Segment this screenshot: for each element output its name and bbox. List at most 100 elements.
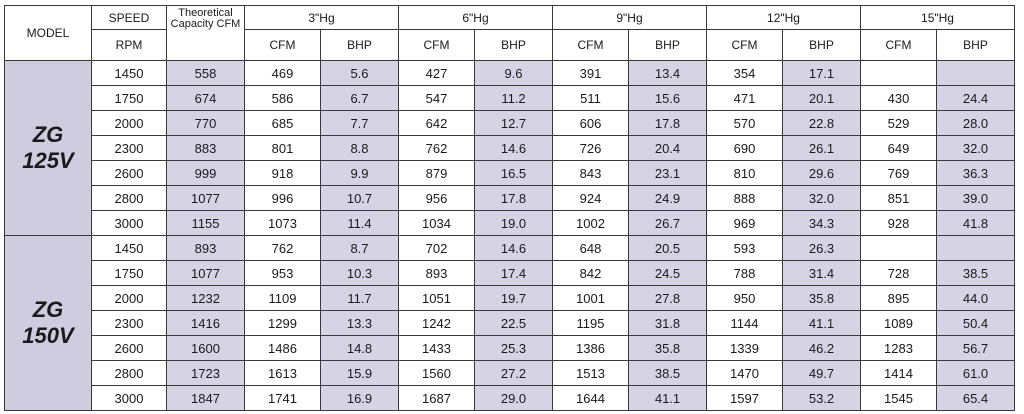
bhp-cell: 41.1 [782,310,861,336]
rpm-header: RPM [91,29,167,61]
bhp-cell [936,235,1015,261]
cfm-cell: 1195 [552,310,629,336]
bhp-cell: 34.3 [782,210,861,236]
bhp-cell: 16.9 [320,385,399,411]
bhp-cell: 22.5 [474,310,553,336]
table-row: 2000 770 685 7.7 642 12.7 606 17.8 570 22.8 529 28.… [5,110,1015,136]
bhp-cell: 9.9 [320,160,399,186]
cfm-cell: 918 [244,160,321,186]
cfm-cell: 1597 [706,385,783,411]
model-name-line1: ZG [32,297,64,322]
bhp-cell: 11.4 [320,210,399,236]
model-name-line2: 125V [22,148,74,173]
bhp-cell: 27.8 [628,285,707,311]
bhp-header: BHP [936,29,1015,61]
cfm-cell: 1002 [552,210,629,236]
cfm-cell: 1414 [860,360,937,386]
cfm-cell: 762 [398,135,475,161]
cfm-cell: 801 [244,135,321,161]
header-row-2: RPM CFM BHP CFM BHP CFM BHP CFM BHP CFM … [5,29,1015,61]
theoretical-cfm-cell: 1723 [166,360,245,386]
theoretical-cfm-cell: 883 [166,135,245,161]
cfm-header: CFM [552,29,629,61]
cfm-cell: 843 [552,160,629,186]
bhp-cell: 13.3 [320,310,399,336]
bhp-cell: 65.4 [936,385,1015,411]
cfm-cell: 1386 [552,335,629,361]
cfm-cell: 391 [552,60,629,86]
theoretical-cfm-cell: 1077 [166,185,245,211]
cfm-cell: 593 [706,235,783,261]
bhp-cell: 38.5 [936,260,1015,286]
rpm-cell: 2000 [91,110,167,136]
vacuum-group-header: 15"Hg [860,5,1015,30]
table-row: 2600 1600 1486 14.8 1433 25.3 1386 35.8 1339 46.2… [5,335,1015,361]
bhp-cell: 20.1 [782,85,861,111]
cfm-cell: 895 [860,285,937,311]
cfm-cell: 471 [706,85,783,111]
bhp-cell: 12.7 [474,110,553,136]
bhp-cell: 17.4 [474,260,553,286]
cfm-cell: 1486 [244,335,321,361]
cfm-cell: 1144 [706,310,783,336]
cfm-cell: 1242 [398,310,475,336]
cfm-cell: 1560 [398,360,475,386]
bhp-cell: 13.4 [628,60,707,86]
rpm-cell: 2600 [91,160,167,186]
cfm-cell: 950 [706,285,783,311]
performance-table-container: MODEL SPEED Theoretical Capacity CFM 3"H… [4,5,1015,411]
bhp-cell: 46.2 [782,335,861,361]
bhp-cell: 36.3 [936,160,1015,186]
cfm-cell: 427 [398,60,475,86]
rpm-cell: 1750 [91,85,167,111]
bhp-cell: 6.7 [320,85,399,111]
bhp-cell: 24.5 [628,260,707,286]
cfm-cell: 1470 [706,360,783,386]
cfm-cell: 762 [244,235,321,261]
performance-table: MODEL SPEED Theoretical Capacity CFM 3"H… [4,5,1015,411]
header-row-1: MODEL SPEED Theoretical Capacity CFM 3"H… [4,5,1015,61]
rpm-cell: 2300 [91,310,167,336]
bhp-cell: 61.0 [936,360,1015,386]
cfm-cell: 969 [706,210,783,236]
cfm-cell: 788 [706,260,783,286]
cfm-cell: 893 [398,260,475,286]
bhp-cell: 16.5 [474,160,553,186]
bhp-header: BHP [628,29,707,61]
bhp-cell: 8.8 [320,135,399,161]
cfm-cell: 529 [860,110,937,136]
cfm-cell: 842 [552,260,629,286]
cfm-cell: 1001 [552,285,629,311]
cfm-cell: 1513 [552,360,629,386]
bhp-header: BHP [474,29,553,61]
bhp-cell: 56.7 [936,335,1015,361]
bhp-cell: 35.8 [782,285,861,311]
bhp-cell: 50.4 [936,310,1015,336]
bhp-cell: 24.4 [936,85,1015,111]
cfm-cell: 606 [552,110,629,136]
cfm-cell: 430 [860,85,937,111]
cfm-cell: 1545 [860,385,937,411]
bhp-cell: 7.7 [320,110,399,136]
theoretical-cfm-cell: 1077 [166,260,245,286]
cfm-cell: 726 [552,135,629,161]
table-row: 1750 674 586 6.7 547 11.2 511 15.6 471 20.1 430 24.… [5,85,1015,111]
theoretical-cfm-cell: 1232 [166,285,245,311]
bhp-cell: 17.1 [782,60,861,86]
bhp-cell: 44.0 [936,285,1015,311]
bhp-cell: 35.8 [628,335,707,361]
theoretical-cfm-cell: 1155 [166,210,245,236]
theoretical-cfm-cell: 1416 [166,310,245,336]
vacuum-group-header: 9"Hg [552,5,707,30]
bhp-cell: 26.7 [628,210,707,236]
theoretical-cfm-cell: 893 [166,235,245,261]
rpm-cell: 3000 [91,385,167,411]
theoretical-cfm-cell: 1600 [166,335,245,361]
cfm-cell: 1051 [398,285,475,311]
cfm-cell: 996 [244,185,321,211]
bhp-cell: 10.3 [320,260,399,286]
rpm-cell: 1750 [91,260,167,286]
speed-header: SPEED [91,5,167,30]
bhp-cell: 28.0 [936,110,1015,136]
theoretical-cfm-cell: 770 [166,110,245,136]
